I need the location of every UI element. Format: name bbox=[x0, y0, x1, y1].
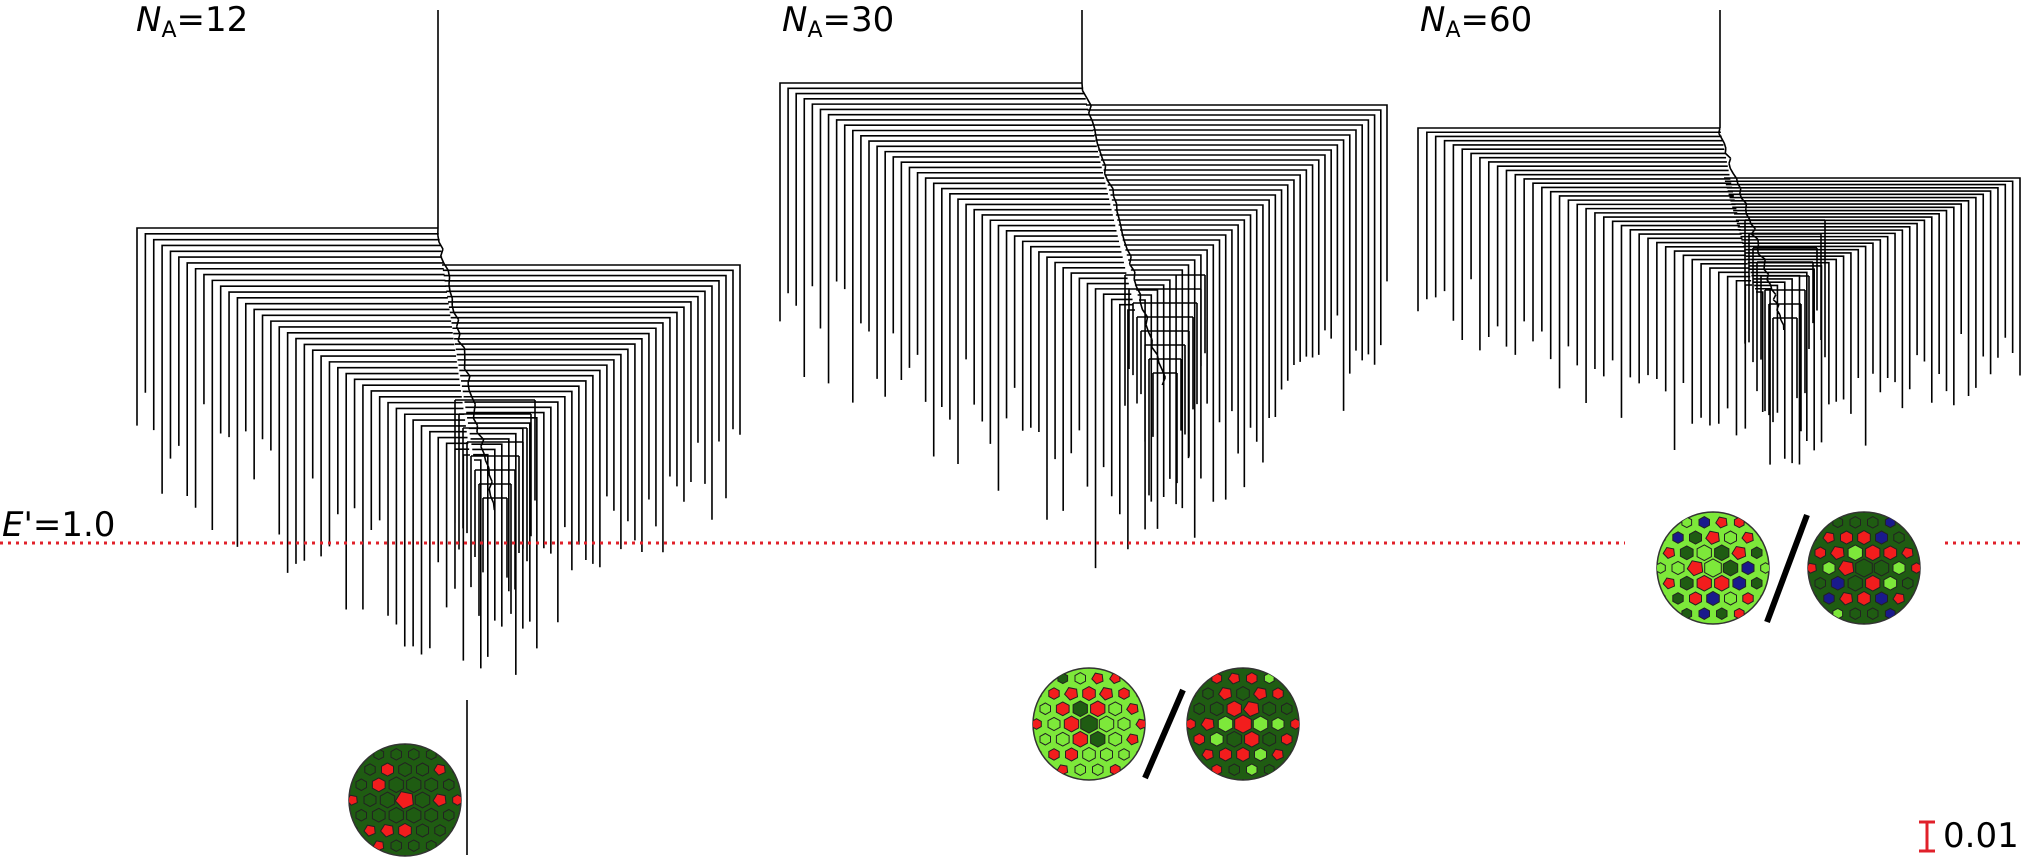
panel-label-na30: NA=30 bbox=[782, 0, 895, 43]
scale-bar bbox=[1919, 820, 1935, 853]
tree-na30 bbox=[779, 10, 1388, 569]
tree-na12 bbox=[136, 10, 741, 675]
panel-label-na60: NA=60 bbox=[1420, 0, 1533, 43]
sphere-na30-left bbox=[1032, 667, 1146, 781]
disconnectivity-trees bbox=[136, 10, 2021, 855]
slash-separator-na30 bbox=[1142, 688, 1186, 780]
scale-bar-label: 0.01 bbox=[1943, 816, 2019, 856]
slash-separator-na60 bbox=[1764, 513, 1810, 624]
sphere-na30-right bbox=[1186, 667, 1300, 781]
sphere-na12 bbox=[348, 743, 462, 857]
sphere-na60-right bbox=[1807, 511, 1921, 625]
threshold-label: E'=1.0 bbox=[2, 505, 116, 545]
sphere-na60-left bbox=[1656, 511, 1770, 625]
tree-na60 bbox=[1417, 10, 2021, 465]
panel-label-na12: NA=12 bbox=[136, 0, 249, 43]
